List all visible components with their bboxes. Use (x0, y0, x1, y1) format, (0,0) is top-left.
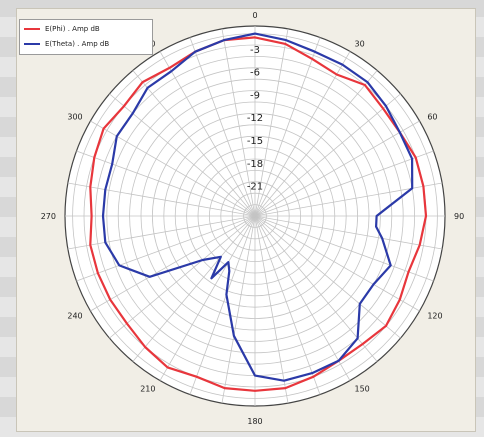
radial-tick-label: -18 (247, 159, 263, 170)
grid-spoke (90, 215, 256, 312)
angle-tick-label: 30 (355, 40, 365, 49)
grid-spoke (254, 51, 351, 217)
grid-spoke (254, 37, 321, 217)
grid-spoke (254, 120, 420, 217)
grid-spoke (90, 120, 256, 217)
legend-label-phi: E(Phi) . Amp dB (45, 25, 100, 33)
angle-tick-label: 60 (427, 113, 437, 122)
grid-spoke (254, 215, 420, 312)
grid-spoke (109, 215, 256, 339)
grid-spoke (159, 215, 256, 381)
grid-spoke (67, 182, 256, 217)
grid-spoke (254, 215, 351, 381)
legend: E(Phi) . Amp dB E(Theta) . Amp dB (19, 19, 153, 55)
series-line-theta (101, 32, 414, 382)
grid-spoke (132, 215, 256, 362)
radial-tick-label: -9 (250, 90, 260, 101)
legend-label-theta: E(Theta) . Amp dB (45, 40, 110, 48)
angle-tick-label: 240 (67, 312, 82, 321)
angle-tick-label: 90 (454, 212, 464, 221)
angle-tick-label: 0 (252, 11, 257, 20)
grid-spoke (254, 215, 434, 282)
angle-tick-label: 270 (41, 212, 56, 221)
grid-spoke (254, 70, 378, 217)
grid-spoke (254, 150, 434, 217)
legend-swatch-theta (24, 43, 40, 45)
grid-spoke (76, 215, 256, 282)
grid-spoke (159, 51, 256, 217)
angle-tick-label: 210 (140, 384, 155, 393)
grid-spoke (76, 150, 256, 217)
radial-tick-label: -3 (250, 45, 260, 56)
grid-spoke (254, 215, 401, 339)
radial-tick-label: -12 (247, 113, 263, 124)
grid-spoke (132, 70, 256, 217)
legend-swatch-phi (24, 28, 40, 30)
radial-tick-label: -15 (247, 136, 263, 147)
angle-tick-label: 150 (355, 384, 370, 393)
grid-spoke (189, 215, 256, 395)
grid-spoke (221, 28, 256, 217)
legend-item-phi: E(Phi) . Amp dB (24, 23, 100, 35)
grid-spoke (254, 215, 321, 395)
radial-tick-label: -6 (250, 68, 260, 79)
chart-panel: -3 -6 -9 -12 -15 -18 -21 0 30 60 90 120 150 180 210 240… (16, 8, 476, 432)
grid-spoke (254, 215, 289, 404)
grid-spoke (221, 215, 256, 404)
angle-tick-label: 180 (247, 417, 262, 426)
angle-tick-label: 300 (67, 113, 82, 122)
radial-tick-label: -21 (247, 182, 263, 193)
grid-spoke (109, 93, 256, 217)
grid-spoke (254, 28, 289, 217)
grid-spoke (189, 37, 256, 217)
angle-tick-label: 120 (427, 312, 442, 321)
grid-spoke (254, 93, 401, 217)
polar-chart: -3 -6 -9 -12 -15 -18 -21 0 30 60 90 120 150 180 210 240… (41, 11, 464, 426)
grid-spoke (254, 215, 443, 250)
legend-item-theta: E(Theta) . Amp dB (24, 38, 109, 50)
grid-spoke (67, 215, 256, 250)
